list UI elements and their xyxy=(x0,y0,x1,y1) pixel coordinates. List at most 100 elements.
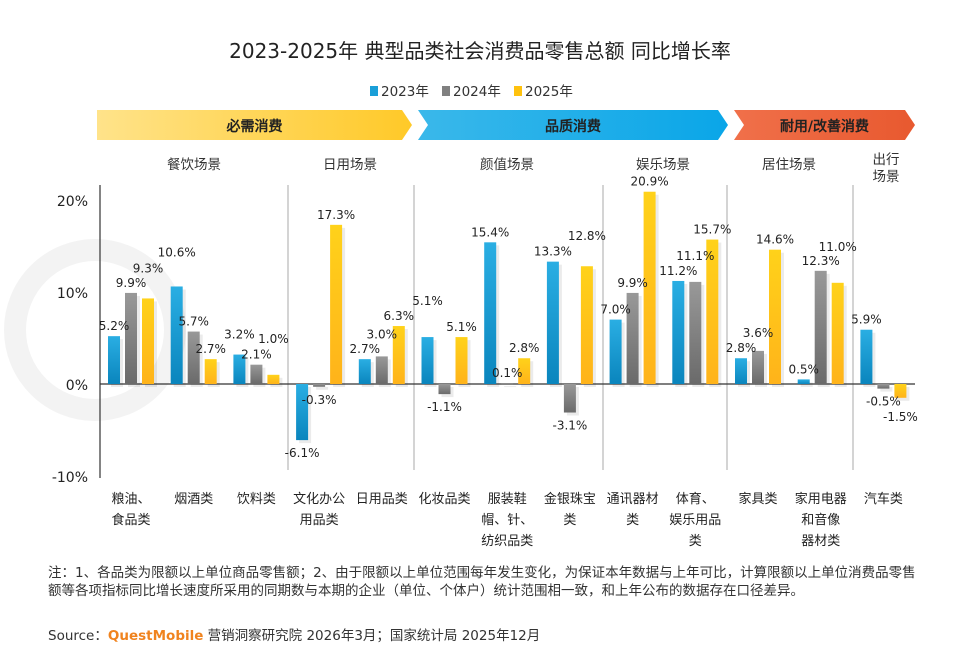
bar-2-4 xyxy=(392,326,405,384)
x-tick-label-5: 化妆品类 xyxy=(418,492,470,507)
data-label: 11.0% xyxy=(819,240,857,254)
scene-label-travel: 出行场景 xyxy=(872,152,900,185)
x-tick-label-6: 纺织品类 xyxy=(481,534,533,549)
bar-1-8 xyxy=(626,292,639,384)
data-label: 1.0% xyxy=(258,332,289,346)
x-tick-label-3: 文化办公 xyxy=(293,492,345,507)
data-label: 11.2% xyxy=(659,264,697,278)
x-tick-label-11: 家用电器 xyxy=(795,491,847,507)
data-label: 20.9% xyxy=(631,175,669,189)
y-tick-label: 10% xyxy=(57,286,88,302)
bar-shadow xyxy=(316,387,329,390)
source-brand: QuestMobile xyxy=(107,628,204,644)
bar-2-10 xyxy=(769,249,781,384)
x-tick-label-4: 日用品类 xyxy=(356,492,408,507)
x-tick-label-6: 服装鞋 xyxy=(488,491,527,507)
x-tick-label-2: 饮料类 xyxy=(237,492,276,507)
band-label-1: 品质消费 xyxy=(545,118,601,135)
x-tick-label-0: 食品类 xyxy=(111,512,150,528)
x-tick-label-9: 娱乐用品 xyxy=(669,513,721,528)
bar-0-7 xyxy=(546,261,559,384)
source-rest: 营销洞察研究院 2026年3月；国家统计局 2025年12月 xyxy=(203,628,541,644)
data-label: 5.1% xyxy=(446,320,477,334)
bar-2-9 xyxy=(706,239,719,384)
legend-swatch-1 xyxy=(442,86,450,96)
source-prefix: Source： xyxy=(48,628,108,644)
bar-0-6 xyxy=(484,242,497,384)
x-tick-label-6: 帽、针、 xyxy=(481,512,533,528)
data-label: 13.3% xyxy=(534,245,572,259)
bar-shadow xyxy=(504,386,517,388)
bar-1-3 xyxy=(313,384,326,387)
data-label: 5.7% xyxy=(178,315,209,329)
x-tick-label-9: 体育、 xyxy=(676,491,715,507)
data-label: 3.0% xyxy=(367,327,398,341)
legend-label-1: 2024年 xyxy=(453,84,501,100)
bar-1-5 xyxy=(438,384,451,395)
x-tick-label-1: 烟酒类 xyxy=(174,492,213,507)
bar-0-0 xyxy=(108,336,120,384)
data-label: 7.0% xyxy=(600,303,631,317)
data-label: 15.4% xyxy=(471,225,509,239)
bar-1-11 xyxy=(814,270,827,384)
scene-label-daily: 日用场景 xyxy=(323,157,377,173)
x-tick-label-12: 汽车类 xyxy=(864,491,903,507)
source-line: Source：QuestMobile 营销洞察研究院 2026年3月；国家统计局… xyxy=(48,624,540,644)
data-label: 9.9% xyxy=(116,276,147,290)
scene-label-living: 居住场景 xyxy=(762,157,816,173)
data-label: -6.1% xyxy=(285,446,320,460)
x-tick-label-8: 通讯器材 xyxy=(607,492,659,507)
band-1 xyxy=(418,110,728,140)
data-label: 11.1% xyxy=(676,249,714,263)
data-label: 15.7% xyxy=(693,223,731,237)
legend-swatch-0 xyxy=(370,86,378,96)
bar-2-7 xyxy=(580,266,593,384)
bar-0-3 xyxy=(296,384,309,441)
scene-label-entertainment: 娱乐场景 xyxy=(636,157,690,173)
data-label: -1.1% xyxy=(427,400,462,414)
band-label-0: 必需消费 xyxy=(226,118,283,135)
bar-1-4 xyxy=(375,356,388,384)
x-tick-label-11: 器材类 xyxy=(801,534,840,549)
bar-1-9 xyxy=(689,281,702,384)
y-tick-label: -10% xyxy=(52,470,88,486)
legend-label-2: 2025年 xyxy=(525,84,573,100)
bar-2-2 xyxy=(267,374,280,384)
legend-label-0: 2023年 xyxy=(381,84,429,100)
x-tick-label-0: 粮油、 xyxy=(111,492,150,507)
scene-label-dining: 餐饮场景 xyxy=(167,157,221,173)
bar-1-6 xyxy=(501,383,514,385)
bar-shadow xyxy=(880,387,893,392)
x-tick-label-8: 类 xyxy=(626,513,639,528)
x-tick-label-3: 用品类 xyxy=(300,513,339,528)
bar-shadow xyxy=(800,382,813,387)
data-label: 3.2% xyxy=(224,328,255,342)
data-label: 14.6% xyxy=(756,233,794,247)
data-label: 9.3% xyxy=(133,261,164,275)
bar-2-8 xyxy=(643,191,656,384)
data-label: 5.9% xyxy=(851,313,882,327)
legend-swatch-2 xyxy=(514,86,522,96)
data-label: 0.5% xyxy=(788,362,819,376)
bar-0-10 xyxy=(735,358,747,384)
bar-2-12 xyxy=(894,384,907,398)
band-label-2: 耐用/改善消费 xyxy=(780,118,869,135)
x-tick-label-7: 金银珠宝 xyxy=(544,491,596,507)
bar-0-4 xyxy=(358,359,371,384)
y-tick-label: 20% xyxy=(57,194,88,210)
bar-2-1 xyxy=(204,359,217,384)
data-label: 6.3% xyxy=(384,309,415,323)
x-tick-label-7: 类 xyxy=(563,513,576,528)
bar-1-10 xyxy=(752,350,764,384)
data-label: 9.9% xyxy=(617,276,648,290)
band-2 xyxy=(734,110,915,140)
data-label: -0.5% xyxy=(866,395,901,409)
data-label: -1.5% xyxy=(883,410,918,424)
data-label: 17.3% xyxy=(317,208,355,222)
bar-1-12 xyxy=(877,384,890,389)
bar-1-2 xyxy=(250,364,263,384)
bar-2-11 xyxy=(831,282,844,384)
data-label: 5.1% xyxy=(412,294,443,308)
